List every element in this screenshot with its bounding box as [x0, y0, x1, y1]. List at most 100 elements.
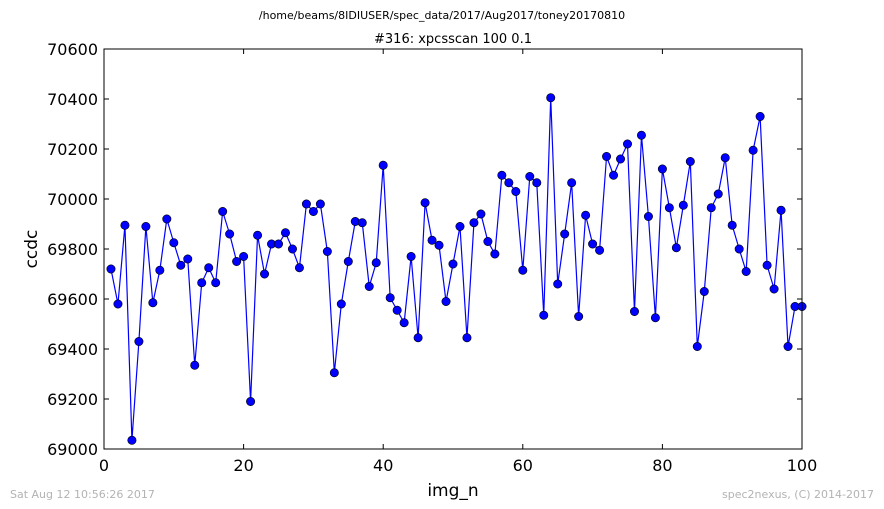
data-point — [260, 269, 270, 279]
data-point — [448, 259, 458, 269]
data-point — [678, 200, 688, 210]
x-axis-label: img_n — [427, 481, 478, 501]
data-point — [218, 207, 228, 217]
data-point — [155, 265, 165, 275]
y-tick-label: 69200 — [47, 390, 98, 409]
data-point — [532, 178, 542, 188]
data-point — [497, 170, 507, 180]
y-tick-label: 69800 — [47, 240, 98, 259]
y-tick-label: 70200 — [47, 140, 98, 159]
data-point — [308, 207, 318, 217]
data-point — [553, 279, 563, 289]
data-point — [294, 263, 304, 273]
x-ticks: 0 20 40 60 80 100 — [99, 49, 817, 475]
data-point — [581, 210, 591, 220]
x-tick-label: 60 — [513, 456, 533, 475]
data-point — [378, 160, 388, 170]
data-point — [636, 130, 646, 140]
y-tick-label: 70600 — [47, 40, 98, 59]
data-point — [169, 238, 179, 248]
data-point — [518, 265, 528, 275]
data-point — [176, 260, 186, 270]
data-point — [476, 209, 486, 219]
series-line — [110, 97, 802, 441]
data-point — [392, 305, 402, 315]
data-point — [664, 203, 674, 213]
data-point — [595, 245, 605, 255]
data-point — [720, 153, 730, 163]
x-tick-label: 20 — [233, 456, 253, 475]
x-tick-label: 100 — [787, 456, 818, 475]
axes-frame — [103, 48, 803, 450]
data-point — [546, 93, 556, 103]
data-point — [190, 360, 200, 370]
data-point — [511, 187, 521, 197]
data-point — [280, 228, 290, 238]
data-point — [106, 264, 116, 274]
data-point — [490, 249, 500, 259]
data-point — [127, 435, 137, 445]
data-point — [776, 205, 786, 215]
data-point — [539, 310, 549, 320]
data-point — [483, 237, 493, 247]
data-point — [399, 318, 409, 328]
data-point — [650, 313, 660, 323]
data-point — [371, 258, 381, 268]
data-point — [643, 212, 653, 222]
data-point — [734, 244, 744, 254]
data-point — [560, 229, 570, 239]
data-point — [162, 214, 172, 224]
data-point — [692, 341, 702, 351]
plot-area — [106, 93, 807, 445]
data-point — [616, 154, 626, 164]
data-point — [211, 278, 221, 288]
data-point — [741, 266, 751, 276]
data-point — [685, 157, 695, 167]
data-point — [574, 311, 584, 321]
data-point — [239, 252, 249, 262]
plot-title: #316: xpcsscan 100 0.1 — [374, 32, 532, 47]
y-tick-label: 69000 — [47, 440, 98, 459]
data-point — [629, 306, 639, 316]
data-point — [748, 145, 758, 155]
data-point — [671, 243, 681, 253]
data-point — [567, 178, 577, 188]
footer-timestamp: Sat Aug 12 10:56:26 2017 — [10, 488, 155, 501]
data-point — [622, 139, 632, 149]
data-point — [113, 299, 123, 309]
data-point — [336, 299, 346, 309]
data-point — [246, 396, 256, 406]
data-point — [769, 284, 779, 294]
data-point — [253, 230, 263, 240]
file-path: /home/beams/8IDIUSER/spec_data/2017/Aug2… — [259, 9, 625, 22]
y-ticks: 69000 69200 69400 69600 69800 70000 70200 70400… — [47, 40, 802, 459]
data-point — [364, 281, 374, 291]
data-point — [602, 152, 612, 162]
data-point — [713, 189, 723, 199]
data-point — [427, 235, 437, 245]
data-point — [588, 239, 598, 249]
data-point — [504, 178, 514, 188]
data-point — [329, 368, 339, 378]
y-tick-label: 70000 — [47, 190, 98, 209]
data-point — [783, 341, 793, 351]
data-point — [343, 256, 353, 266]
data-point — [273, 239, 283, 249]
data-point — [525, 172, 535, 182]
y-tick-label: 69400 — [47, 340, 98, 359]
data-point — [434, 240, 444, 250]
data-point — [420, 198, 430, 208]
data-point — [406, 252, 416, 262]
data-point — [657, 164, 667, 174]
markers — [106, 93, 807, 445]
x-tick-label: 0 — [99, 456, 109, 475]
data-point — [225, 229, 235, 239]
data-point — [315, 199, 325, 209]
data-point — [322, 247, 332, 257]
x-tick-label: 80 — [652, 456, 672, 475]
data-point — [287, 244, 297, 254]
data-point — [706, 203, 716, 213]
footer-credit: spec2nexus, (C) 2014-2017 — [722, 488, 874, 501]
data-point — [462, 333, 472, 343]
